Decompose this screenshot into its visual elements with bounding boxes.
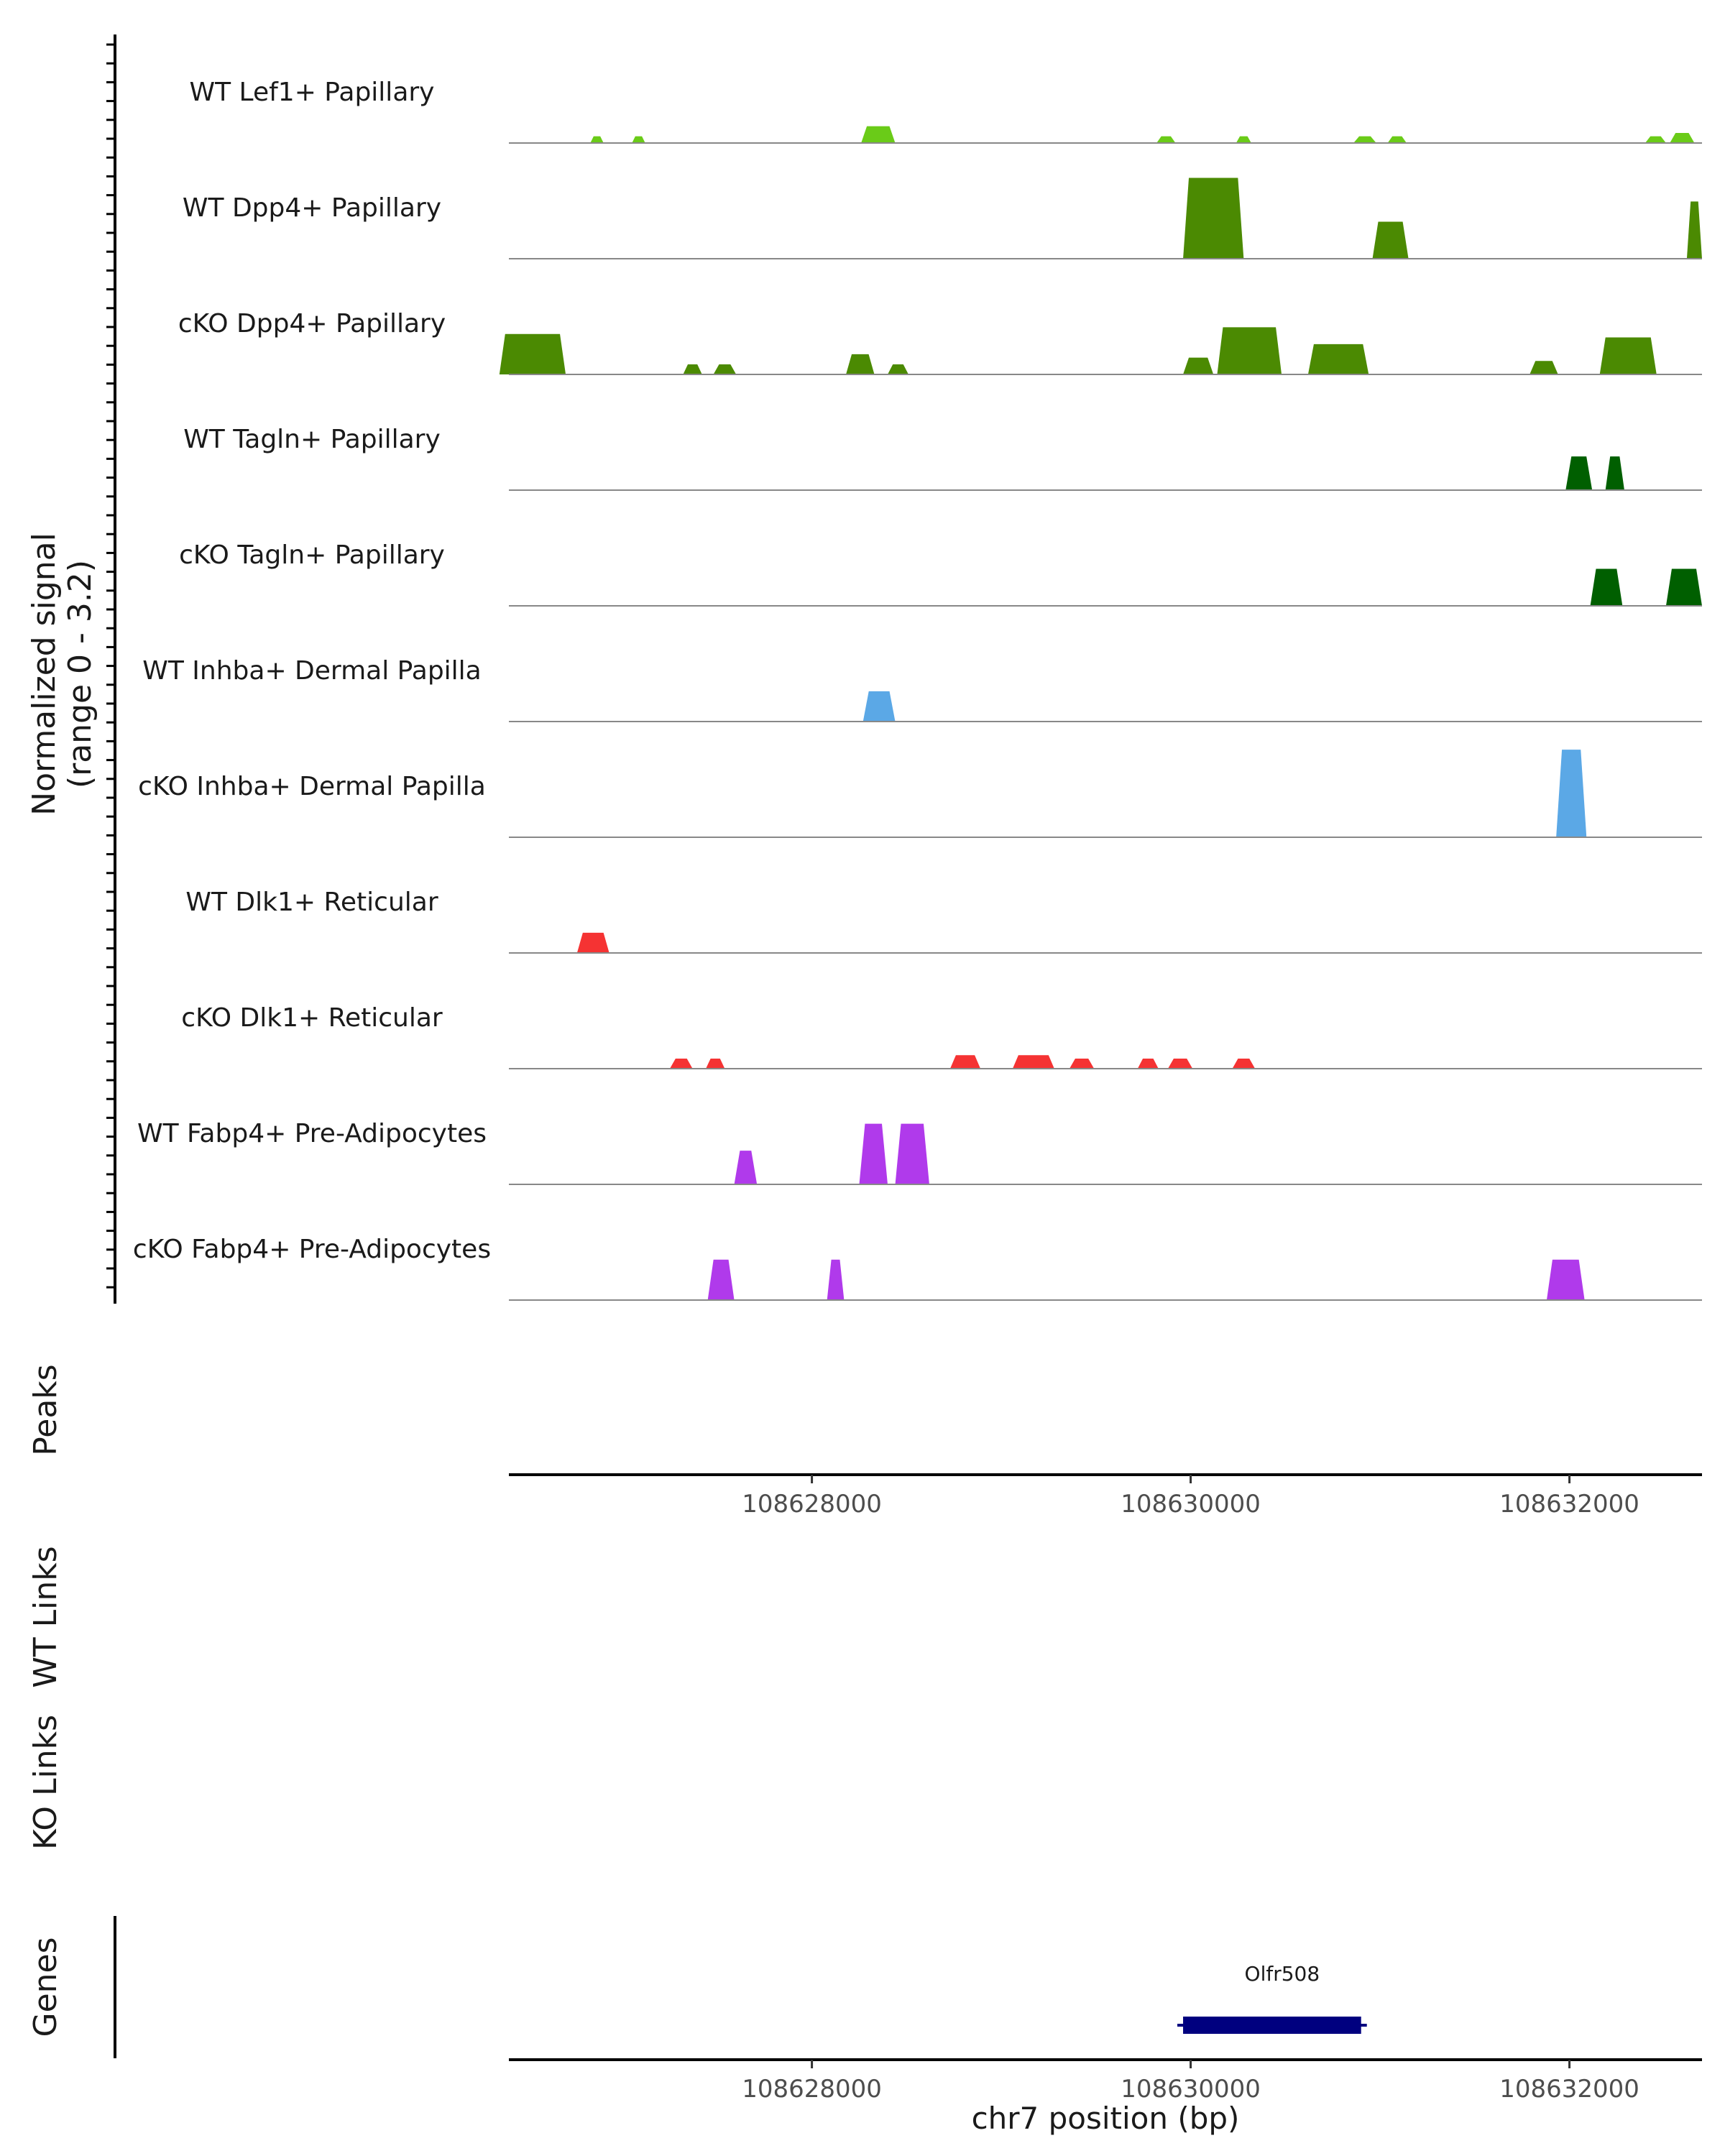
signal-peak xyxy=(1590,568,1623,606)
signal-peak xyxy=(895,1123,929,1184)
signal-peak xyxy=(1232,1058,1256,1069)
signal-peak xyxy=(1183,357,1214,374)
signal-peak xyxy=(707,1259,735,1300)
ko-links-label: KO Links xyxy=(27,1715,64,1850)
track-label: cKO Dlk1+ Reticular xyxy=(181,1003,443,1033)
signal-peak xyxy=(862,691,896,722)
y-axis-subtitle: (range 0 - 3.2) xyxy=(62,560,98,788)
signal-peak xyxy=(1307,344,1369,374)
x-tick-label: 108628000 xyxy=(742,2075,882,2104)
track: WT Dpp4+ Papillary xyxy=(183,178,1702,259)
gene: Olfr508 xyxy=(1177,1962,1367,2034)
signal-peak xyxy=(1012,1055,1054,1069)
signal-peak xyxy=(1546,1259,1585,1300)
peaks-label: Peaks xyxy=(27,1364,64,1455)
signal-peak xyxy=(632,136,645,143)
signal-peak xyxy=(1670,132,1695,143)
signal-peak xyxy=(1644,136,1666,143)
signal-peak xyxy=(669,1058,693,1069)
signal-peak xyxy=(827,1259,845,1300)
signal-peak xyxy=(1565,456,1593,490)
track-label: cKO Inhba+ Dermal Papilla xyxy=(138,772,486,801)
signal-peak xyxy=(1665,568,1702,606)
signal-peak xyxy=(713,364,737,374)
strand-arrow-icon xyxy=(1183,2017,1197,2034)
signal-peak xyxy=(683,364,702,374)
y-axis-title: Normalized signal xyxy=(26,533,63,816)
track: cKO Tagln+ Papillary xyxy=(179,540,1702,607)
gene-annotations: Olfr508 xyxy=(1177,1962,1367,2034)
signal-peak xyxy=(1556,750,1587,837)
x-tick-label: 108630000 xyxy=(1121,1490,1261,1519)
x-tick-label: 108630000 xyxy=(1121,2075,1261,2104)
track-label: WT Tagln+ Papillary xyxy=(183,425,441,454)
signal-peak xyxy=(1167,1058,1193,1069)
signal-peak xyxy=(576,932,610,953)
signal-peak xyxy=(1387,136,1407,143)
signal-peak xyxy=(1183,178,1244,259)
peaks-x-ticks: 108628000 108630000 108632000 xyxy=(742,1475,1639,1519)
track-label: WT Dpp4+ Papillary xyxy=(183,193,441,223)
signal-peak xyxy=(887,364,908,374)
track-label: cKO Dpp4+ Papillary xyxy=(178,309,446,338)
track-label: WT Fabp4+ Pre-Adipocytes xyxy=(137,1119,487,1148)
x-axis-title: chr7 position (bp) xyxy=(972,2101,1240,2136)
signal-peak xyxy=(1605,456,1624,490)
signal-y-ticks xyxy=(106,43,115,1289)
signal-peak xyxy=(1137,1058,1159,1069)
signal-peak xyxy=(590,136,604,143)
track: WT Tagln+ Papillary xyxy=(183,425,1702,491)
signal-peak xyxy=(499,333,566,374)
gene-name: Olfr508 xyxy=(1245,1962,1320,1986)
track: WT Dlk1+ Reticular xyxy=(185,888,1702,954)
signal-peak xyxy=(1372,221,1409,259)
track: cKO Dpp4+ Papillary xyxy=(178,309,1702,375)
track-label: cKO Fabp4+ Pre-Adipocytes xyxy=(133,1235,491,1264)
signal-peak xyxy=(859,1123,888,1184)
track-label: WT Inhba+ Dermal Papilla xyxy=(142,656,481,686)
wt-links-label: WT Links xyxy=(27,1546,64,1687)
signal-peak xyxy=(1353,136,1376,143)
signal-peak xyxy=(949,1055,981,1069)
x-tick-label: 108628000 xyxy=(742,1490,882,1519)
track-label: WT Lef1+ Papillary xyxy=(190,78,435,107)
signal-peak xyxy=(1156,136,1176,143)
signal-peak xyxy=(1069,1058,1095,1069)
signal-peak xyxy=(1217,327,1282,374)
signal-peak xyxy=(1686,201,1702,259)
signal-tracks: WT Lef1+ Papillary WT Dpp4+ Papillary cKO … xyxy=(133,78,1702,1301)
signal-peak xyxy=(861,126,896,143)
signal-peak xyxy=(846,354,875,374)
track: cKO Inhba+ Dermal Papilla xyxy=(138,750,1702,838)
x-tick-label: 108632000 xyxy=(1499,2075,1639,2104)
track: WT Lef1+ Papillary xyxy=(190,78,1702,144)
track: cKO Dlk1+ Reticular xyxy=(181,1003,1702,1069)
signal-peak xyxy=(1236,136,1251,143)
signal-peak xyxy=(1599,337,1657,374)
genes-x-ticks: 108628000 108630000 108632000 xyxy=(742,2060,1639,2104)
track: WT Fabp4+ Pre-Adipocytes xyxy=(137,1119,1702,1185)
signal-peak xyxy=(734,1151,758,1184)
track-label: cKO Tagln+ Papillary xyxy=(179,540,445,570)
genes-label: Genes xyxy=(27,1937,64,2037)
signal-peak xyxy=(706,1058,725,1069)
track: cKO Fabp4+ Pre-Adipocytes xyxy=(133,1235,1702,1301)
signal-peak xyxy=(1530,361,1558,374)
x-tick-label: 108632000 xyxy=(1499,1490,1639,1519)
track: WT Inhba+ Dermal Papilla xyxy=(142,656,1702,722)
track-label: WT Dlk1+ Reticular xyxy=(185,888,438,917)
